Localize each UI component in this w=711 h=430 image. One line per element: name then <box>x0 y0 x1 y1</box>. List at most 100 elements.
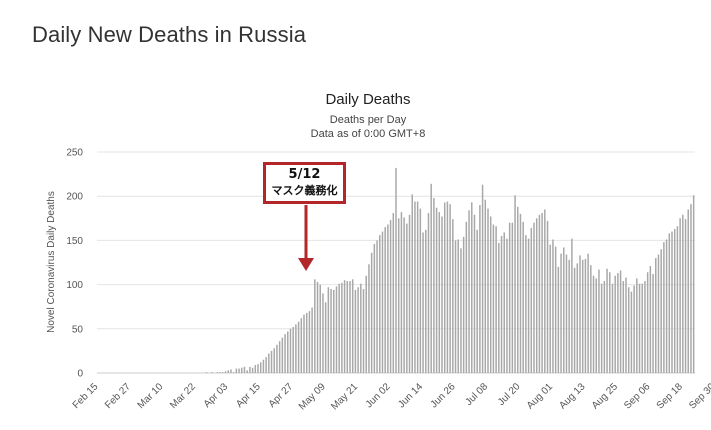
bar <box>633 285 635 373</box>
bar <box>684 219 687 373</box>
bar <box>489 216 492 373</box>
bar <box>495 226 497 373</box>
annotation-arrow <box>298 205 314 271</box>
bar <box>557 266 560 373</box>
bar <box>465 221 468 373</box>
bar <box>408 214 411 373</box>
bar <box>227 370 229 373</box>
bar <box>527 238 530 373</box>
bar <box>452 219 454 373</box>
bar <box>592 275 595 373</box>
bar <box>351 279 354 373</box>
bar <box>541 213 543 373</box>
bar <box>246 370 248 373</box>
bar <box>300 318 303 373</box>
bar <box>381 231 384 373</box>
bar <box>389 220 392 373</box>
bar <box>573 267 576 373</box>
x-tick-label: Sep 18 <box>655 381 685 411</box>
bar <box>411 194 413 373</box>
bar <box>630 291 633 373</box>
bar <box>403 217 405 373</box>
bar <box>324 302 327 373</box>
bar <box>517 206 519 373</box>
x-tick-labels: Feb 15 Feb 27 Mar 10 Mar 22 Apr 03 Apr 15 Apr … <box>71 381 711 412</box>
bar <box>395 167 397 373</box>
bar <box>522 221 524 373</box>
bar <box>338 283 340 373</box>
bar <box>368 264 370 373</box>
bar <box>625 277 627 373</box>
bar <box>362 289 365 373</box>
x-tick-label: Apr 27 <box>267 381 296 410</box>
bar <box>603 281 606 373</box>
bar <box>641 283 643 373</box>
bar <box>595 278 597 373</box>
bar <box>349 281 351 373</box>
bar <box>668 233 671 373</box>
bar <box>270 350 273 373</box>
bar <box>619 270 622 373</box>
bar <box>262 359 265 373</box>
bar <box>581 259 584 373</box>
x-tick-label: Aug 13 <box>557 381 587 411</box>
bar <box>365 275 367 373</box>
bar <box>257 364 259 373</box>
bar <box>471 202 473 373</box>
y-tick-label: 200 <box>66 192 83 203</box>
bar <box>416 201 419 373</box>
bar <box>327 287 330 373</box>
bar <box>587 253 589 373</box>
bar <box>357 287 359 373</box>
bar <box>254 365 257 373</box>
bar <box>692 195 695 373</box>
bar <box>600 283 603 373</box>
bar <box>230 369 232 373</box>
bar <box>438 212 441 373</box>
bar <box>287 331 289 373</box>
bar <box>560 253 562 373</box>
bar <box>598 269 600 373</box>
bar <box>425 229 427 373</box>
bar <box>216 372 219 373</box>
bar <box>433 197 435 373</box>
bar <box>638 283 641 373</box>
bar <box>330 289 332 373</box>
bar <box>457 239 459 373</box>
bar <box>370 252 373 373</box>
bar <box>671 231 673 373</box>
bar <box>373 243 376 373</box>
bar <box>657 254 660 373</box>
bar <box>273 348 275 373</box>
x-tick-label: May 09 <box>297 381 328 412</box>
bar <box>305 312 308 373</box>
bar <box>443 202 446 373</box>
bar <box>392 213 395 373</box>
x-tick-label: Mar 22 <box>168 381 198 411</box>
bar <box>679 218 681 373</box>
y-axis-label: Novel Coronavirus Daily Deaths <box>46 191 57 333</box>
bar <box>552 239 554 373</box>
bar <box>554 246 557 373</box>
bar <box>644 281 646 373</box>
bar <box>646 272 649 373</box>
bar <box>468 210 470 373</box>
bar <box>419 208 422 373</box>
bar <box>265 357 267 373</box>
bar <box>611 283 614 373</box>
bar <box>314 279 316 373</box>
bar <box>354 289 357 373</box>
x-tick-label: Mar 10 <box>136 381 166 411</box>
x-tick-label: Sep 06 <box>622 381 652 411</box>
y-tick-label: 100 <box>66 280 83 291</box>
bar <box>606 268 608 373</box>
y-tick-label: 150 <box>66 236 83 247</box>
bar <box>673 228 676 373</box>
bar <box>335 286 338 373</box>
bar <box>441 216 443 373</box>
bar <box>238 368 240 373</box>
bar <box>268 353 270 373</box>
bar <box>316 281 319 373</box>
bar <box>435 207 438 373</box>
bar <box>276 344 278 373</box>
